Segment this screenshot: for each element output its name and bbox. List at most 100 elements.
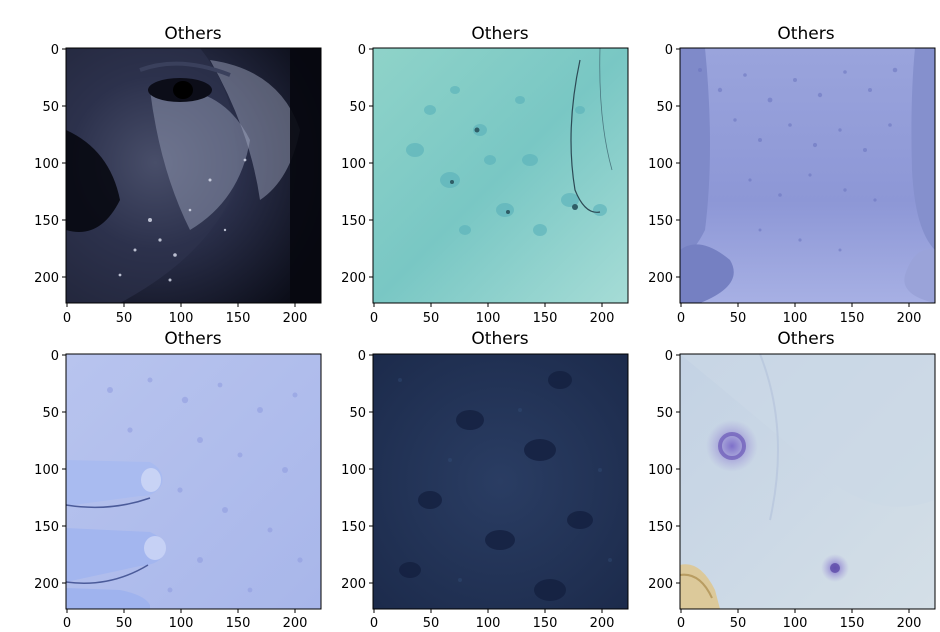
panel-2: Others 0	[341, 24, 629, 326]
panel-title: Others	[777, 329, 834, 349]
y-tick-label: 150	[648, 214, 673, 229]
y-tick-label: 200	[34, 271, 59, 286]
panel-frame	[65, 353, 322, 610]
y-ticks	[676, 354, 680, 584]
y-tick-label: 150	[648, 520, 673, 535]
y-tick-labels: 0 50 100 150 200	[341, 43, 366, 286]
y-tick-label: 200	[34, 577, 59, 592]
x-tick-label: 50	[423, 616, 440, 631]
x-tick-label: 200	[590, 616, 615, 631]
y-tick-label: 100	[341, 463, 366, 478]
x-tick-label: 150	[533, 616, 558, 631]
x-tick-label: 0	[677, 311, 685, 326]
panel-image	[373, 48, 628, 303]
x-tick-labels: 0 50 100 150 200	[63, 311, 308, 326]
panel-title: Others	[471, 329, 528, 349]
panel-3: Others 0	[648, 24, 936, 326]
y-tick-label: 0	[665, 43, 673, 58]
y-ticks	[369, 354, 373, 584]
panel-frame	[372, 353, 629, 610]
y-tick-label: 100	[648, 157, 673, 172]
panel-5: Others 0 50 100 150 200	[341, 329, 629, 631]
x-tick-label: 100	[169, 311, 194, 326]
y-ticks	[676, 48, 680, 278]
y-tick-label: 150	[341, 214, 366, 229]
x-tick-label: 200	[897, 311, 922, 326]
y-tick-label: 100	[34, 157, 59, 172]
y-tick-label: 0	[51, 349, 59, 364]
panel-title: Others	[471, 24, 528, 44]
x-tick-labels: 0 50 100 150 200	[370, 311, 615, 326]
x-tick-label: 150	[226, 311, 251, 326]
panel-title: Others	[777, 24, 834, 44]
x-tick-label: 0	[370, 616, 378, 631]
y-tick-label: 200	[341, 271, 366, 286]
x-tick-label: 200	[897, 616, 922, 631]
y-tick-label: 0	[358, 43, 366, 58]
panel-image	[66, 48, 321, 303]
y-tick-labels: 0 50 100 150 200	[341, 349, 366, 592]
panel-title: Others	[164, 24, 221, 44]
y-ticks	[62, 48, 66, 278]
x-tick-labels: 0 50 100 150 200	[677, 311, 922, 326]
y-tick-labels: 0 50 100 150 200	[648, 43, 673, 286]
panel-image	[373, 354, 628, 609]
panel-image	[680, 48, 935, 303]
x-tick-label: 100	[476, 616, 501, 631]
x-tick-label: 100	[476, 311, 501, 326]
y-tick-label: 150	[34, 520, 59, 535]
panel-title: Others	[164, 329, 221, 349]
panel-frame	[679, 353, 936, 610]
panel-4: Others 0	[34, 329, 322, 631]
y-tick-labels: 0 50 100 150 200	[34, 349, 59, 592]
x-ticks	[680, 609, 910, 613]
y-tick-label: 200	[341, 577, 366, 592]
y-tick-label: 50	[42, 406, 59, 421]
y-tick-label: 50	[656, 406, 673, 421]
x-tick-label: 150	[840, 311, 865, 326]
panel-frame	[372, 47, 629, 304]
y-tick-label: 0	[665, 349, 673, 364]
x-tick-label: 50	[730, 311, 747, 326]
x-tick-label: 200	[283, 616, 308, 631]
x-tick-labels: 0 50 100 150 200	[677, 616, 922, 631]
y-tick-label: 0	[51, 43, 59, 58]
y-tick-label: 150	[341, 520, 366, 535]
x-tick-label: 50	[423, 311, 440, 326]
y-tick-labels: 0 50 100 150 200	[34, 43, 59, 286]
x-ticks	[66, 303, 296, 307]
y-tick-label: 100	[34, 463, 59, 478]
y-tick-label: 50	[349, 100, 366, 115]
panel-1: Others	[34, 24, 322, 326]
y-tick-label: 200	[648, 271, 673, 286]
x-ticks	[373, 609, 603, 613]
y-ticks	[369, 48, 373, 278]
y-tick-label: 50	[349, 406, 366, 421]
x-tick-label: 0	[63, 311, 71, 326]
y-tick-label: 0	[358, 349, 366, 364]
panel-6: Others 0 50 100 150 200	[648, 329, 936, 631]
y-tick-label: 100	[341, 157, 366, 172]
panel-frame	[65, 47, 322, 304]
x-tick-label: 50	[730, 616, 747, 631]
x-tick-labels: 0 50 100 150 200	[370, 616, 615, 631]
y-ticks	[62, 354, 66, 584]
y-tick-label: 150	[34, 214, 59, 229]
x-tick-label: 100	[783, 311, 808, 326]
panel-image	[66, 354, 321, 609]
y-tick-label: 50	[42, 100, 59, 115]
x-ticks	[66, 609, 296, 613]
x-tick-label: 150	[840, 616, 865, 631]
x-ticks	[680, 303, 910, 307]
x-tick-label: 50	[116, 311, 133, 326]
x-tick-label: 200	[590, 311, 615, 326]
y-tick-label: 50	[656, 100, 673, 115]
x-tick-labels: 0 50 100 150 200	[63, 616, 308, 631]
x-ticks	[373, 303, 603, 307]
y-tick-label: 200	[648, 577, 673, 592]
y-tick-label: 100	[648, 463, 673, 478]
panel-frame	[679, 47, 936, 304]
x-tick-label: 100	[169, 616, 194, 631]
x-tick-label: 150	[533, 311, 558, 326]
